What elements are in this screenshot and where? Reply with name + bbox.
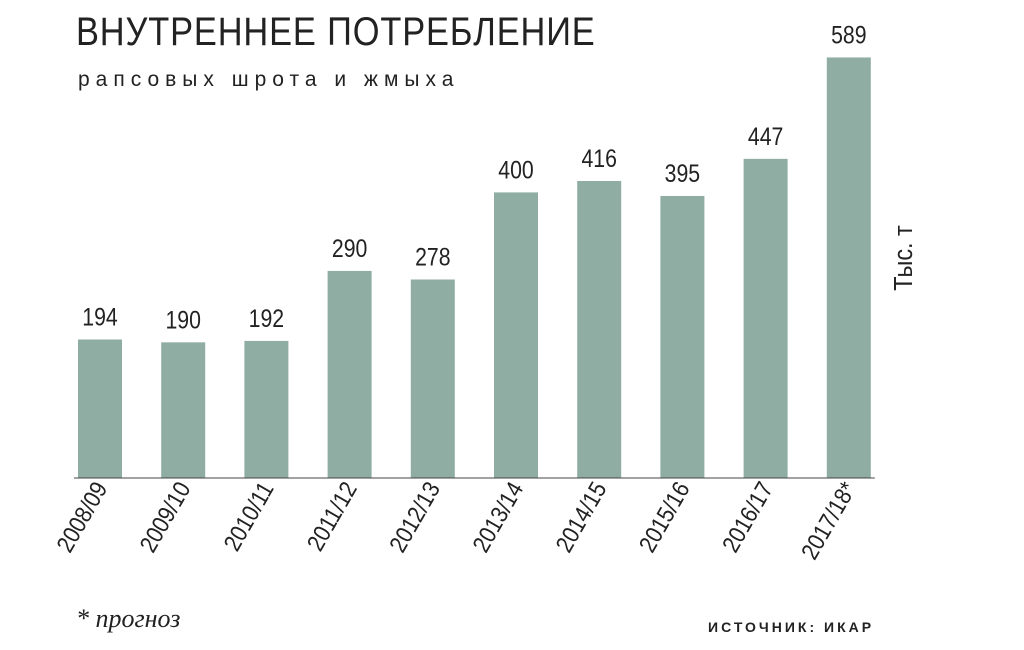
bar-2015/16: [660, 195, 705, 478]
data-label: 190: [165, 306, 200, 334]
x-tick-label: 2008/09: [51, 477, 112, 556]
bar-2011/12: [327, 270, 372, 478]
data-label: 192: [249, 304, 284, 332]
bar-2012/13: [410, 279, 455, 478]
chart-title: ВНУТРЕННЕЕ ПОТРЕБЛЕНИЕ: [76, 10, 596, 54]
chart-subtitle: рапсовых шрота и жмыха: [78, 68, 460, 91]
x-tick-label: 2013/14: [467, 477, 528, 556]
bar-2016/17: [743, 158, 788, 479]
x-tick-label: 2010/11: [219, 477, 279, 555]
x-tick-label: 2009/10: [135, 477, 196, 556]
data-label: 290: [332, 234, 367, 262]
bar-2017/18*: [826, 57, 871, 478]
data-label: 400: [498, 156, 533, 184]
data-label: 194: [82, 303, 118, 331]
x-tick-label: 2017/18*: [796, 477, 861, 564]
data-label: 278: [415, 243, 450, 271]
bar-2008/09: [78, 339, 122, 478]
x-tick-label: 2014/15: [551, 477, 612, 556]
data-label: 589: [831, 21, 866, 49]
bar-2013/14: [494, 192, 538, 478]
bar-2009/10: [161, 342, 206, 478]
data-label: 447: [748, 122, 783, 150]
y-axis-label: Тыс. т: [890, 225, 918, 290]
bar-2010/11: [244, 340, 289, 478]
forecast-footnote: * прогноз: [76, 604, 181, 633]
data-label: 416: [581, 144, 616, 172]
x-tick-label: 2011/12: [302, 477, 362, 555]
x-tick-label: 2015/16: [634, 477, 695, 556]
x-tick-label: 2016/17: [717, 477, 778, 556]
x-tick-label: 2012/13: [384, 477, 445, 556]
data-label: 395: [665, 159, 700, 187]
source-note: ИСТОЧНИК: ИКАР: [708, 619, 875, 635]
bar-2014/15: [577, 180, 622, 478]
